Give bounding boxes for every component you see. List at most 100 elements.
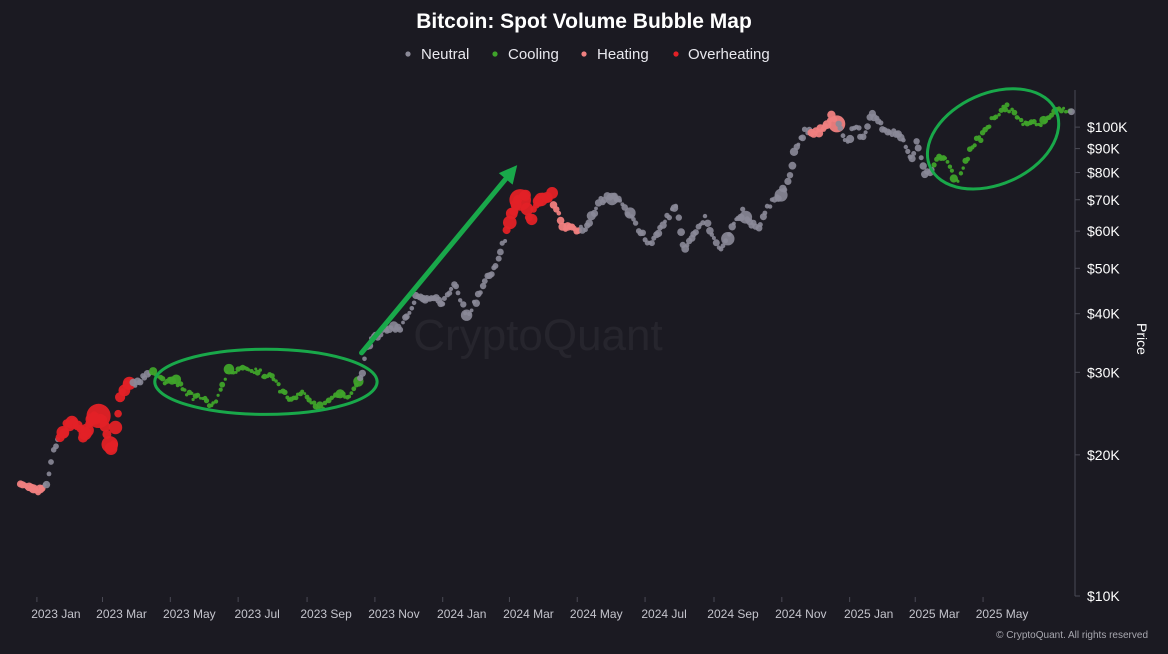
y-axis-label: Price bbox=[1134, 323, 1150, 355]
data-point-neutral bbox=[407, 310, 412, 315]
data-point-neutral bbox=[702, 213, 708, 219]
data-point-neutral bbox=[53, 443, 59, 450]
data-point-heating bbox=[556, 216, 565, 225]
data-point-cooling bbox=[1031, 119, 1037, 125]
data-point-neutral bbox=[762, 210, 768, 216]
legend-label-cooling: Cooling bbox=[508, 46, 559, 63]
watermark: CryptoQuant bbox=[413, 311, 662, 360]
data-point-neutral bbox=[784, 177, 792, 185]
data-point-cooling bbox=[249, 369, 254, 373]
data-point-cooling bbox=[1064, 109, 1068, 114]
data-point-cooling bbox=[239, 364, 246, 371]
data-point-cooling bbox=[1062, 106, 1066, 110]
legend-swatch-overheating bbox=[673, 51, 679, 57]
data-point-neutral bbox=[632, 220, 639, 226]
data-point-neutral bbox=[801, 126, 808, 132]
data-point-neutral bbox=[618, 198, 622, 203]
data-point-neutral bbox=[46, 471, 52, 477]
data-point-neutral bbox=[859, 133, 867, 141]
data-point-cooling bbox=[945, 160, 950, 164]
data-point-cooling bbox=[1004, 102, 1010, 108]
data-point-cooling bbox=[306, 397, 312, 403]
data-point-neutral bbox=[663, 219, 667, 224]
data-point-neutral bbox=[439, 301, 446, 307]
legend-item-heating[interactable]: Heating bbox=[581, 46, 649, 63]
x-tick-label: 2025 Mar bbox=[909, 607, 960, 621]
data-point-cooling bbox=[1039, 123, 1043, 128]
data-point-neutral bbox=[864, 123, 871, 130]
data-point-neutral bbox=[673, 203, 679, 209]
data-point-neutral bbox=[488, 271, 495, 278]
data-point-cooling bbox=[947, 164, 953, 169]
data-points bbox=[16, 102, 1075, 496]
data-point-cooling bbox=[214, 399, 219, 404]
data-point-neutral bbox=[503, 239, 508, 243]
data-point-neutral bbox=[42, 480, 51, 489]
data-point-neutral bbox=[1068, 108, 1075, 116]
y-tick-label: $50K bbox=[1087, 260, 1120, 276]
legend-swatch-neutral bbox=[405, 51, 411, 57]
data-point-overheating bbox=[59, 428, 69, 438]
legend-swatch-heating bbox=[581, 51, 587, 57]
legend-item-neutral[interactable]: Neutral bbox=[405, 46, 469, 63]
legend-item-overheating[interactable]: Overheating bbox=[673, 46, 770, 63]
data-point-cooling bbox=[223, 377, 227, 381]
data-point-neutral bbox=[358, 369, 366, 377]
data-point-neutral bbox=[446, 290, 453, 296]
data-point-overheating bbox=[546, 187, 558, 199]
data-point-neutral bbox=[594, 206, 598, 211]
data-point-cooling bbox=[271, 377, 276, 382]
data-point-cooling bbox=[274, 379, 278, 383]
data-point-neutral bbox=[137, 379, 144, 386]
data-point-cooling bbox=[269, 373, 275, 379]
data-point-neutral bbox=[711, 236, 716, 240]
data-point-cooling bbox=[231, 370, 236, 375]
data-point-neutral bbox=[469, 308, 474, 313]
y-tick-label: $60K bbox=[1087, 223, 1120, 239]
data-point-overheating bbox=[519, 189, 531, 201]
data-point-neutral bbox=[878, 120, 884, 126]
legend-item-cooling[interactable]: Cooling bbox=[492, 46, 559, 63]
data-point-cooling bbox=[293, 395, 299, 401]
y-tick-label: $100K bbox=[1087, 119, 1128, 135]
data-point-neutral bbox=[856, 125, 862, 131]
data-point-cooling bbox=[349, 391, 354, 395]
data-point-neutral bbox=[401, 320, 405, 325]
x-tick-label: 2023 May bbox=[163, 607, 216, 621]
data-point-neutral bbox=[837, 125, 844, 131]
data-point-neutral bbox=[675, 214, 682, 221]
data-point-neutral bbox=[492, 263, 499, 269]
x-tick-label: 2025 Jan bbox=[844, 607, 893, 621]
x-tick-label: 2024 Mar bbox=[503, 607, 554, 621]
data-point-neutral bbox=[467, 311, 472, 317]
trend-arrow-shaft bbox=[359, 176, 509, 356]
x-axis-ticks: 2023 Jan 2023 Mar 2023 May 2023 Jul 2023 Sep… bbox=[31, 597, 1028, 621]
data-point-neutral bbox=[786, 172, 794, 179]
data-point-neutral bbox=[481, 278, 488, 284]
data-point-cooling bbox=[1019, 117, 1024, 123]
trend-arrow-head bbox=[498, 165, 518, 185]
data-point-neutral bbox=[654, 229, 663, 238]
data-point-neutral bbox=[411, 300, 417, 306]
data-point-neutral bbox=[639, 229, 646, 236]
legend-swatch-cooling bbox=[492, 51, 498, 57]
data-point-cooling bbox=[203, 398, 210, 404]
data-point-neutral bbox=[918, 155, 924, 161]
data-point-cooling bbox=[159, 376, 166, 382]
x-tick-label: 2023 Mar bbox=[96, 607, 147, 621]
data-point-cooling bbox=[949, 168, 955, 173]
x-tick-label: 2024 Jul bbox=[641, 607, 686, 621]
data-point-overheating bbox=[114, 409, 122, 418]
data-point-overheating bbox=[108, 420, 123, 435]
data-point-neutral bbox=[48, 459, 54, 465]
data-point-neutral bbox=[666, 214, 672, 221]
data-point-neutral bbox=[863, 130, 868, 135]
data-point-cooling bbox=[978, 137, 984, 143]
x-tick-label: 2023 Jan bbox=[31, 607, 80, 621]
data-point-cooling bbox=[956, 179, 960, 183]
y-tick-label: $30K bbox=[1087, 364, 1120, 380]
data-point-cooling bbox=[965, 156, 971, 162]
data-point-cooling bbox=[182, 388, 187, 392]
